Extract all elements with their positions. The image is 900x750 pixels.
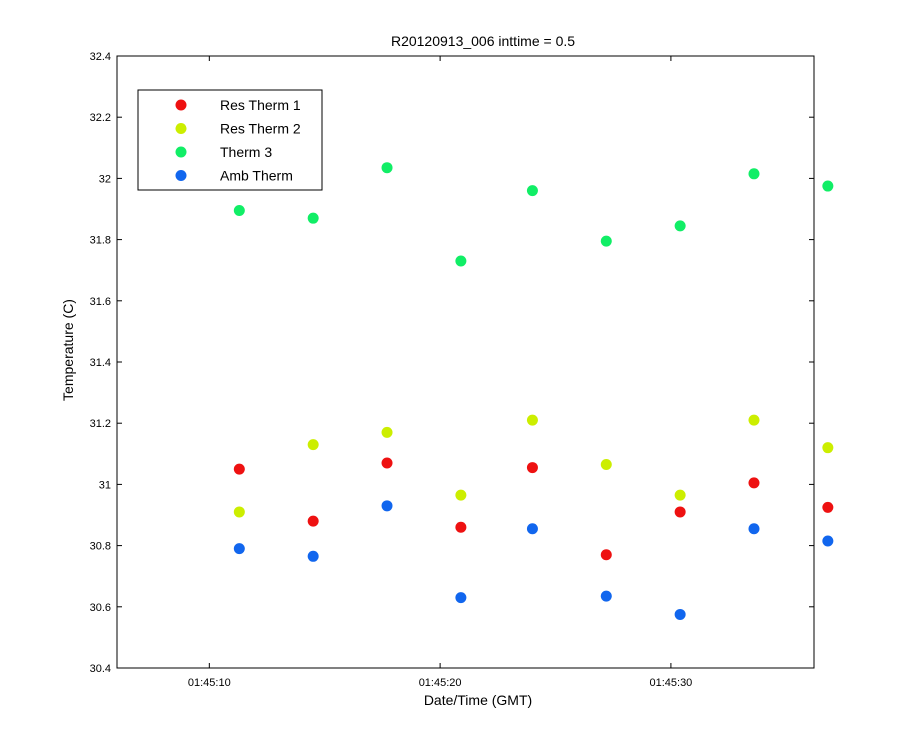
data-point	[822, 180, 834, 192]
y-tick-label: 31.4	[90, 357, 111, 369]
data-point	[381, 162, 393, 174]
legend: Res Therm 1 Res Therm 2 Therm 3 Amb Therm	[137, 89, 323, 191]
data-point	[600, 459, 612, 471]
data-point	[526, 414, 538, 426]
data-point	[526, 462, 538, 474]
y-tick-label: 32.2	[90, 112, 111, 124]
y-tick-label: 31	[99, 479, 111, 491]
data-point	[455, 592, 467, 604]
legend-label: Res Therm 2	[220, 121, 301, 137]
data-point	[233, 543, 245, 555]
data-point	[748, 168, 760, 180]
data-point	[455, 255, 467, 267]
data-point	[600, 590, 612, 602]
data-point	[233, 463, 245, 475]
data-point	[600, 235, 612, 247]
y-axis: 30.4 30.6 30.8 31 31.2 31.4 31.6 31.8 32 32.2 32.4	[90, 51, 814, 675]
y-tick-label: 31.8	[90, 235, 111, 247]
y-tick-label: 32.4	[90, 51, 111, 63]
legend-label: Therm 3	[220, 144, 272, 160]
data-point	[600, 549, 612, 561]
data-point	[822, 501, 834, 513]
series-1	[233, 414, 834, 518]
legend-label: Res Therm 1	[220, 97, 301, 113]
y-tick-label: 30.4	[90, 663, 111, 675]
data-point	[674, 506, 686, 518]
data-point	[748, 523, 760, 535]
series-0	[233, 457, 834, 561]
data-point	[674, 220, 686, 232]
legend-marker	[175, 123, 187, 134]
data-point	[822, 535, 834, 547]
data-point	[748, 414, 760, 426]
data-point	[674, 608, 686, 620]
data-point	[307, 515, 319, 527]
chart-title: R20120913_006 inttime = 0.5	[391, 33, 575, 49]
data-point	[674, 489, 686, 501]
data-point	[526, 185, 538, 197]
y-axis-label: Temperature (C)	[60, 299, 76, 401]
data-point	[748, 477, 760, 489]
y-tick-label: 31.6	[90, 296, 111, 308]
data-point	[381, 500, 393, 512]
x-tick-label: 01:45:10	[188, 677, 231, 689]
data-point	[822, 442, 834, 454]
y-tick-label: 30.6	[90, 602, 111, 614]
data-points	[233, 162, 834, 620]
y-tick-label: 31.2	[90, 418, 111, 430]
data-point	[455, 521, 467, 533]
data-point	[307, 550, 319, 562]
x-axis: 01:45:10 01:45:20 01:45:30	[188, 56, 692, 689]
legend-marker	[175, 146, 187, 158]
data-point	[233, 205, 245, 217]
data-point	[455, 489, 467, 501]
x-axis-label: Date/Time (GMT)	[424, 692, 532, 708]
legend-box	[137, 89, 323, 191]
y-tick-label: 30.8	[90, 541, 111, 553]
x-tick-label: 01:45:20	[419, 677, 462, 689]
legend-marker	[175, 99, 187, 111]
series-2	[233, 162, 834, 267]
data-point	[381, 457, 393, 469]
legend-marker	[175, 170, 187, 181]
data-point	[307, 212, 319, 224]
y-tick-label: 32	[99, 173, 111, 185]
series-3	[233, 500, 834, 620]
data-point	[233, 506, 245, 518]
data-point	[526, 523, 538, 535]
data-point	[381, 426, 393, 438]
x-tick-label: 01:45:30	[649, 677, 692, 689]
legend-label: Amb Therm	[220, 168, 293, 184]
data-point	[307, 439, 319, 451]
